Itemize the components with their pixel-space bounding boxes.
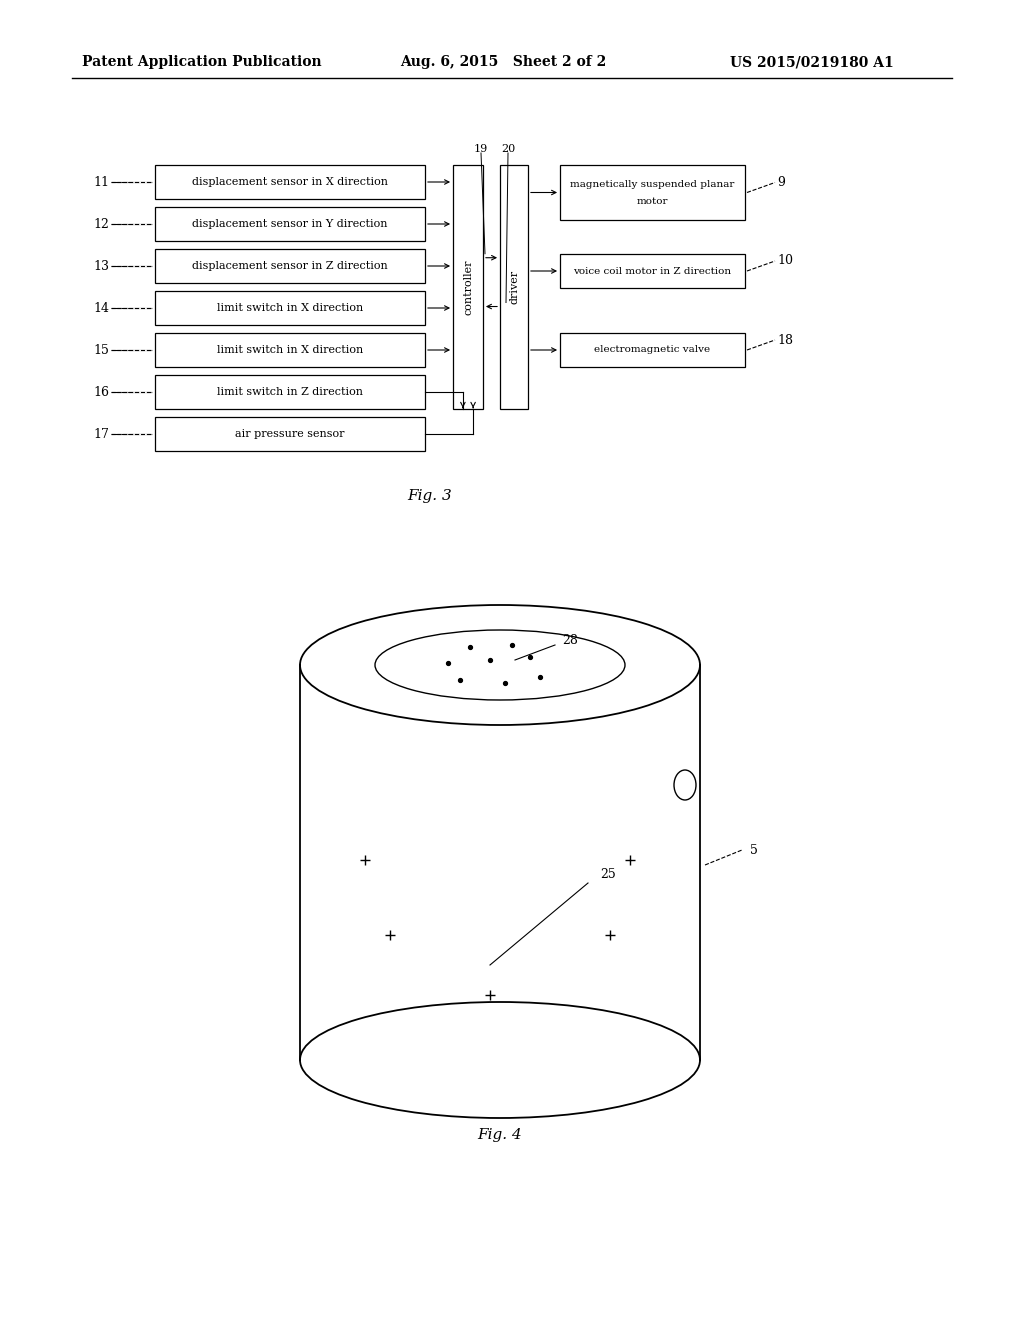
Text: controller: controller <box>463 259 473 314</box>
Bar <box>560 253 745 288</box>
Text: motor: motor <box>637 197 669 206</box>
Text: magnetically suspended planar: magnetically suspended planar <box>570 180 734 189</box>
Text: Fig. 4: Fig. 4 <box>477 1129 522 1142</box>
Text: 25: 25 <box>600 869 615 882</box>
Text: Aug. 6, 2015   Sheet 2 of 2: Aug. 6, 2015 Sheet 2 of 2 <box>400 55 606 69</box>
Bar <box>560 165 745 220</box>
Bar <box>155 333 425 367</box>
Bar <box>155 375 425 409</box>
Text: 18: 18 <box>777 334 793 346</box>
Text: Patent Application Publication: Patent Application Publication <box>82 55 322 69</box>
Bar <box>453 165 483 409</box>
Text: 28: 28 <box>562 634 578 647</box>
Text: displacement sensor in X direction: displacement sensor in X direction <box>193 177 388 187</box>
Text: Fig. 3: Fig. 3 <box>408 488 453 503</box>
Text: driver: driver <box>509 269 519 304</box>
Text: 15: 15 <box>93 343 109 356</box>
Text: limit switch in Z direction: limit switch in Z direction <box>217 387 362 397</box>
Text: US 2015/0219180 A1: US 2015/0219180 A1 <box>730 55 894 69</box>
Text: limit switch in X direction: limit switch in X direction <box>217 304 364 313</box>
Text: 5: 5 <box>750 843 758 857</box>
Text: 9: 9 <box>777 176 784 189</box>
Bar <box>155 165 425 199</box>
Text: 13: 13 <box>93 260 109 272</box>
Text: air pressure sensor: air pressure sensor <box>236 429 345 440</box>
Text: displacement sensor in Z direction: displacement sensor in Z direction <box>193 261 388 271</box>
Text: electromagnetic valve: electromagnetic valve <box>595 346 711 355</box>
Bar <box>560 333 745 367</box>
Bar <box>500 165 528 409</box>
Text: 11: 11 <box>93 176 109 189</box>
Text: voice coil motor in Z direction: voice coil motor in Z direction <box>573 267 731 276</box>
Bar <box>155 290 425 325</box>
Text: 12: 12 <box>93 218 109 231</box>
Text: 20: 20 <box>501 144 515 154</box>
Text: 10: 10 <box>777 255 793 268</box>
Bar <box>155 207 425 242</box>
Text: 16: 16 <box>93 385 109 399</box>
Text: 14: 14 <box>93 301 109 314</box>
Text: displacement sensor in Y direction: displacement sensor in Y direction <box>193 219 388 228</box>
Bar <box>155 417 425 451</box>
Text: limit switch in X direction: limit switch in X direction <box>217 345 364 355</box>
Bar <box>155 249 425 282</box>
Text: 19: 19 <box>474 144 488 154</box>
Text: 17: 17 <box>93 428 109 441</box>
